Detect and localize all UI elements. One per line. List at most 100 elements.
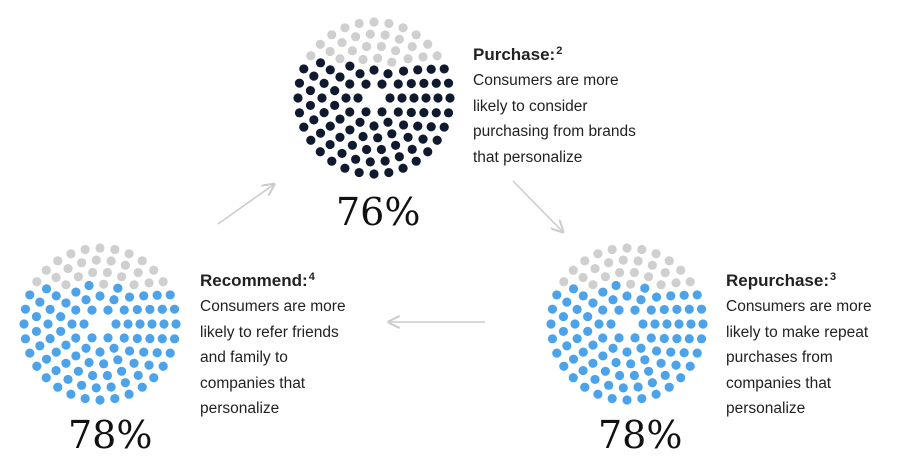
inactive-dot	[607, 244, 617, 255]
purchase-desc-line: that personalize	[473, 148, 583, 166]
active-dot	[443, 108, 454, 118]
active-dot	[398, 66, 409, 76]
inactive-dot	[369, 17, 379, 27]
active-dot	[165, 348, 175, 358]
active-dot	[73, 366, 83, 376]
active-dot	[588, 358, 598, 368]
active-dot	[56, 312, 66, 322]
active-dot	[325, 65, 335, 75]
active-dot	[84, 280, 94, 291]
active-dot	[426, 122, 436, 132]
inactive-dot	[335, 54, 345, 64]
active-dot	[31, 326, 42, 337]
active-dot	[580, 382, 590, 392]
active-dot	[124, 346, 135, 356]
inactive-dot	[51, 272, 61, 283]
inactive-dot	[106, 256, 116, 266]
active-dot	[135, 319, 145, 329]
active-dot	[109, 343, 119, 353]
active-dot	[66, 389, 76, 399]
active-dot	[633, 382, 643, 392]
active-dot	[660, 370, 670, 380]
inactive-dot	[63, 263, 73, 274]
inactive-dot	[618, 255, 628, 265]
inactive-dot	[61, 280, 71, 290]
active-dot	[25, 290, 35, 300]
active-dot	[578, 365, 588, 376]
active-dot	[659, 333, 669, 344]
recommend-desc-line: Consumers are more	[200, 298, 346, 315]
active-dot	[20, 304, 31, 314]
active-dot	[583, 326, 593, 336]
active-dot	[622, 291, 632, 301]
active-dot	[117, 366, 127, 376]
active-dot	[598, 305, 608, 315]
active-dot	[71, 351, 81, 361]
active-dot	[547, 304, 558, 314]
repurchase-desc-line: purchases from	[726, 349, 833, 366]
active-dot	[41, 284, 52, 294]
active-dot	[406, 107, 416, 118]
inactive-dot	[365, 29, 375, 39]
active-dot	[361, 79, 371, 89]
active-dot	[578, 347, 588, 357]
active-dot	[615, 370, 625, 381]
active-dot	[593, 389, 603, 399]
active-dot	[41, 373, 51, 383]
active-dot	[431, 108, 441, 118]
active-dot	[158, 361, 168, 371]
repurchase-text-block: Repurchase:3 Consumers are more likely t…	[726, 266, 898, 422]
active-dot	[137, 382, 147, 392]
active-dot	[119, 305, 129, 315]
active-dot	[369, 169, 379, 179]
active-dot	[31, 311, 42, 322]
inactive-dot	[588, 280, 598, 290]
purchase-dot-circle	[293, 17, 455, 179]
active-dot	[384, 167, 394, 178]
recommend-percent: 78%	[68, 413, 153, 457]
active-dot	[433, 93, 443, 103]
active-dot	[337, 148, 347, 159]
active-dot	[309, 115, 319, 125]
active-dot	[109, 295, 119, 305]
active-dot	[692, 348, 702, 358]
active-dot	[398, 163, 408, 173]
active-dot	[558, 311, 569, 322]
repurchase-footnote: 3	[829, 271, 837, 283]
active-dot	[294, 78, 305, 88]
active-dot	[547, 334, 558, 344]
active-dot	[662, 319, 672, 329]
active-dot	[149, 373, 159, 383]
inactive-dot	[102, 267, 112, 278]
inactive-dot	[354, 18, 364, 29]
active-dot	[132, 304, 142, 315]
inactive-dot	[423, 39, 433, 49]
inactive-dot	[432, 51, 442, 61]
inactive-dot	[41, 265, 51, 275]
active-dot	[651, 389, 661, 399]
active-dot	[611, 280, 621, 291]
active-dot	[606, 319, 616, 329]
active-dot	[418, 134, 428, 144]
active-dot	[674, 319, 684, 329]
active-dot	[608, 295, 618, 305]
active-dot	[439, 64, 449, 74]
inactive-dot	[398, 23, 408, 33]
active-dot	[559, 361, 569, 371]
active-dot	[71, 305, 81, 315]
active-dot	[84, 357, 94, 368]
active-dot	[335, 132, 345, 142]
active-dot	[139, 347, 149, 357]
active-dot	[71, 333, 81, 343]
active-dot	[169, 334, 180, 344]
active-dot	[79, 319, 89, 329]
inactive-dot	[685, 277, 695, 287]
inactive-dot	[671, 278, 681, 288]
inactive-dot	[347, 46, 357, 56]
active-dot	[53, 382, 63, 392]
active-dot	[568, 373, 578, 383]
active-dot	[671, 360, 681, 370]
active-dot	[578, 291, 588, 301]
active-dot	[590, 374, 600, 385]
